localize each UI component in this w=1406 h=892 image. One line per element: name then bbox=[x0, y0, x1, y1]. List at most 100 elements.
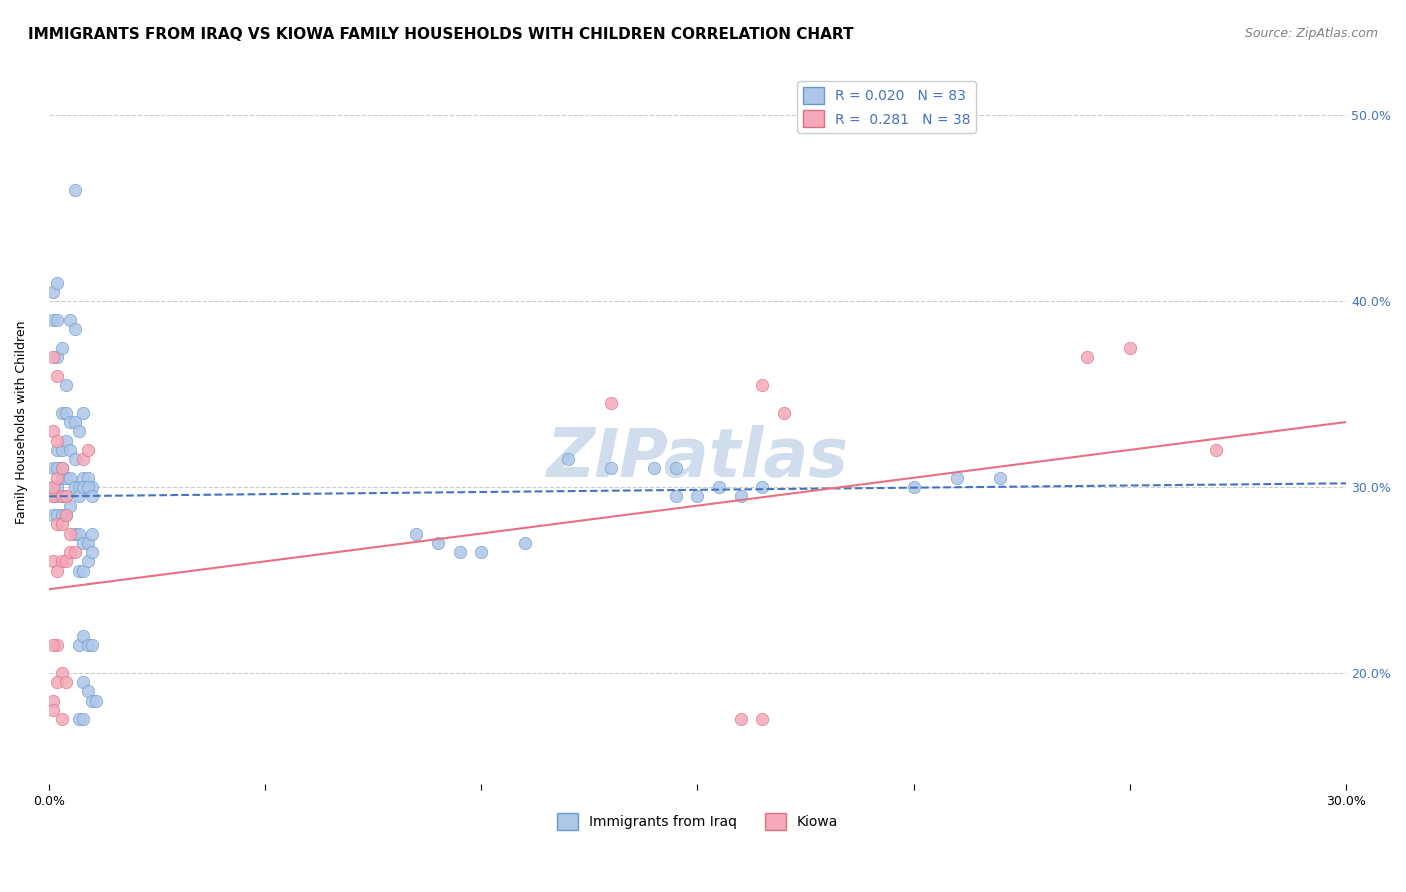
Point bbox=[67, 712, 90, 726]
Point bbox=[46, 313, 69, 327]
Point bbox=[72, 675, 94, 690]
Point bbox=[42, 313, 65, 327]
Point bbox=[730, 712, 752, 726]
Point bbox=[46, 461, 69, 475]
Point bbox=[42, 425, 65, 439]
Point bbox=[51, 508, 73, 522]
Point bbox=[42, 703, 65, 717]
Point bbox=[59, 471, 82, 485]
Point bbox=[42, 480, 65, 494]
Point bbox=[72, 480, 94, 494]
Point bbox=[67, 480, 90, 494]
Point bbox=[76, 638, 98, 652]
Point bbox=[72, 406, 94, 420]
Point bbox=[730, 489, 752, 503]
Point bbox=[51, 461, 73, 475]
Text: ZIPatlas: ZIPatlas bbox=[547, 425, 848, 491]
Point bbox=[46, 471, 69, 485]
Point bbox=[80, 694, 103, 708]
Point bbox=[1076, 350, 1098, 364]
Point bbox=[63, 545, 86, 559]
Point bbox=[72, 452, 94, 467]
Point bbox=[46, 368, 69, 383]
Point bbox=[42, 489, 65, 503]
Point bbox=[63, 322, 86, 336]
Point bbox=[76, 536, 98, 550]
Point bbox=[76, 684, 98, 698]
Point bbox=[903, 480, 925, 494]
Point bbox=[51, 406, 73, 420]
Point bbox=[600, 396, 623, 410]
Point bbox=[63, 415, 86, 429]
Point bbox=[59, 442, 82, 457]
Point bbox=[46, 517, 69, 532]
Point bbox=[686, 489, 709, 503]
Point bbox=[55, 406, 77, 420]
Point bbox=[72, 712, 94, 726]
Point bbox=[51, 554, 73, 568]
Point bbox=[42, 554, 65, 568]
Point bbox=[988, 471, 1011, 485]
Point bbox=[76, 442, 98, 457]
Point bbox=[76, 480, 98, 494]
Legend: Immigrants from Iraq, Kiowa: Immigrants from Iraq, Kiowa bbox=[551, 807, 844, 836]
Point bbox=[600, 461, 623, 475]
Point bbox=[643, 461, 665, 475]
Point bbox=[67, 489, 90, 503]
Point bbox=[76, 471, 98, 485]
Point bbox=[42, 285, 65, 299]
Point bbox=[55, 377, 77, 392]
Point bbox=[46, 442, 69, 457]
Point bbox=[470, 545, 492, 559]
Point bbox=[427, 536, 450, 550]
Point bbox=[72, 471, 94, 485]
Point bbox=[46, 489, 69, 503]
Point bbox=[751, 377, 773, 392]
Point bbox=[1205, 442, 1227, 457]
Point bbox=[46, 350, 69, 364]
Point bbox=[42, 694, 65, 708]
Text: Source: ZipAtlas.com: Source: ZipAtlas.com bbox=[1244, 27, 1378, 40]
Y-axis label: Family Households with Children: Family Households with Children bbox=[15, 320, 28, 524]
Point bbox=[51, 517, 73, 532]
Point bbox=[55, 489, 77, 503]
Point bbox=[55, 508, 77, 522]
Point bbox=[42, 480, 65, 494]
Point bbox=[946, 471, 969, 485]
Point bbox=[46, 638, 69, 652]
Point bbox=[55, 675, 77, 690]
Point bbox=[55, 471, 77, 485]
Point bbox=[46, 675, 69, 690]
Point bbox=[63, 480, 86, 494]
Point bbox=[76, 554, 98, 568]
Point bbox=[665, 489, 688, 503]
Text: IMMIGRANTS FROM IRAQ VS KIOWA FAMILY HOUSEHOLDS WITH CHILDREN CORRELATION CHART: IMMIGRANTS FROM IRAQ VS KIOWA FAMILY HOU… bbox=[28, 27, 853, 42]
Point bbox=[59, 526, 82, 541]
Point bbox=[773, 406, 796, 420]
Point bbox=[55, 508, 77, 522]
Point bbox=[67, 526, 90, 541]
Point bbox=[63, 452, 86, 467]
Point bbox=[42, 461, 65, 475]
Point bbox=[751, 480, 773, 494]
Point bbox=[51, 341, 73, 355]
Point bbox=[665, 461, 688, 475]
Point bbox=[72, 536, 94, 550]
Point bbox=[80, 545, 103, 559]
Point bbox=[46, 434, 69, 448]
Point bbox=[67, 425, 90, 439]
Point bbox=[42, 508, 65, 522]
Point bbox=[59, 545, 82, 559]
Point bbox=[55, 434, 77, 448]
Point bbox=[51, 489, 73, 503]
Point bbox=[42, 350, 65, 364]
Point bbox=[67, 638, 90, 652]
Point bbox=[80, 489, 103, 503]
Point bbox=[59, 313, 82, 327]
Point bbox=[405, 526, 427, 541]
Point bbox=[55, 489, 77, 503]
Point bbox=[1119, 341, 1142, 355]
Point bbox=[80, 638, 103, 652]
Point bbox=[63, 183, 86, 197]
Point bbox=[59, 499, 82, 513]
